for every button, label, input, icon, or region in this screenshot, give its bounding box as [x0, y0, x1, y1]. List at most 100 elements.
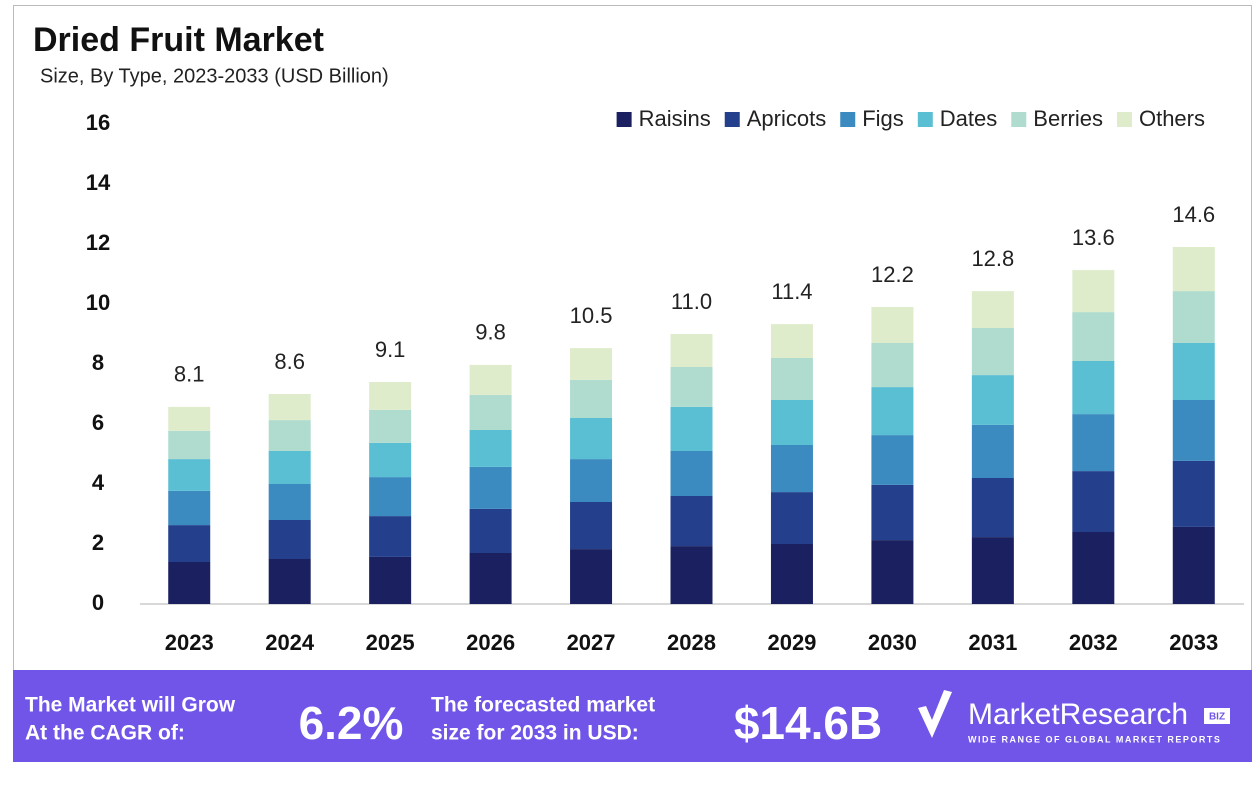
bar-segment [570, 459, 613, 502]
legend: Raisins Apricots Figs Dates Berries Others [616, 106, 1205, 131]
bar-segment [971, 424, 1014, 478]
bar-segment [770, 544, 813, 604]
legend-swatch [724, 112, 740, 127]
total-label: 12.8 [971, 246, 1014, 271]
bar-segment [670, 334, 713, 367]
total-label: 14.6 [1172, 202, 1215, 227]
bar-segment [268, 559, 311, 604]
bar-segment [369, 442, 412, 478]
brand: MarketResearch [968, 698, 1188, 731]
bar-segment [1072, 270, 1115, 313]
chart-subtitle: Size, By Type, 2023-2033 (USD Billion) [40, 65, 389, 87]
forecast-value: $14.6B [734, 697, 882, 749]
total-label: 9.1 [375, 337, 406, 362]
x-tick-label: 2025 [366, 630, 415, 655]
legend-swatch [840, 112, 856, 127]
bar-segment [268, 484, 311, 520]
bar-segment [469, 508, 512, 553]
bar-segment [1072, 532, 1115, 604]
legend-label: Raisins [639, 106, 711, 131]
legend-label: Others [1139, 106, 1205, 131]
x-tick-label: 2024 [265, 630, 315, 655]
bar-segment [770, 400, 813, 445]
bar-segment [971, 375, 1014, 425]
legend-label: Dates [940, 106, 997, 131]
bar-segment [168, 525, 211, 562]
bar-segment [268, 451, 311, 484]
cagr-value: 6.2% [299, 697, 404, 749]
bar-segment [168, 459, 211, 491]
y-tick-label: 2 [92, 530, 104, 555]
bar-segment [168, 562, 211, 604]
bar-segment [469, 430, 512, 467]
bar-segment [871, 435, 914, 485]
bar-segment [369, 556, 412, 604]
bar-segment [168, 430, 211, 460]
bar-segment [670, 406, 713, 451]
logo-icon [918, 690, 952, 738]
plot: 0 2 4 6 8 10 12 14 16 2023 8.1 2024 8.6 2025 9.1 2026 9.… [86, 110, 1218, 655]
bar-segment [1172, 400, 1215, 461]
bar-segment [1172, 460, 1215, 527]
banner [13, 670, 1252, 762]
bar-segment [268, 520, 311, 559]
brand-suffix: BIZ [1209, 712, 1225, 723]
bar-segment [871, 484, 914, 541]
legend-swatch [917, 112, 933, 127]
y-tick-label: 6 [92, 410, 104, 435]
brand-badge [1204, 708, 1230, 724]
bar-segment [469, 553, 512, 604]
chart-title: Dried Fruit Market [33, 21, 324, 59]
total-label: 11.0 [671, 289, 712, 314]
x-tick-label: 2028 [667, 630, 716, 655]
bar-segment [570, 348, 613, 380]
bar-segment [670, 546, 713, 604]
legend-swatch [1011, 112, 1027, 127]
bar-segment [1072, 361, 1115, 415]
bar-segment [1072, 471, 1115, 532]
cagr-text: The Market will Grow [25, 694, 236, 717]
bar-segment [670, 451, 713, 496]
bar-segment [1172, 291, 1215, 343]
bar-segment [570, 418, 613, 460]
y-tick-label: 10 [86, 290, 110, 315]
bar-segment [369, 382, 412, 410]
bar-segment [770, 358, 813, 400]
bar-segment [1172, 247, 1215, 292]
bar-segment [369, 516, 412, 557]
bar-segment [971, 537, 1014, 604]
legend-label: Apricots [747, 106, 826, 131]
y-tick-label: 0 [92, 590, 104, 615]
bar-segment [469, 364, 512, 395]
x-tick-label: 2026 [466, 630, 515, 655]
bar-segment [570, 502, 613, 550]
total-label: 11.4 [771, 279, 812, 304]
bar-segment [1072, 312, 1115, 361]
forecast-text: The forecasted market [431, 694, 655, 717]
tagline: WIDE RANGE OF GLOBAL MARKET REPORTS [968, 734, 1221, 744]
bar-segment [168, 490, 211, 526]
bar-segment [770, 324, 813, 358]
bar-segment [1072, 414, 1115, 472]
bar-segment [369, 477, 412, 517]
y-tick-label: 4 [92, 470, 105, 495]
bar-segment [570, 379, 613, 418]
x-tick-label: 2030 [868, 630, 917, 655]
x-tick-label: 2023 [165, 630, 214, 655]
legend-swatch [616, 112, 632, 127]
total-label: 9.8 [475, 320, 506, 345]
forecast-text: size for 2033 in USD: [431, 722, 639, 745]
total-label: 12.2 [871, 262, 914, 287]
bar-segment [971, 328, 1014, 376]
bar-segment [469, 394, 512, 430]
bar-segment [871, 343, 914, 388]
total-label: 8.6 [274, 349, 305, 374]
bar-segment [268, 420, 311, 451]
legend-label: Figs [862, 106, 904, 131]
bar-segment [770, 492, 813, 544]
bar-segment [570, 549, 613, 604]
bar-segment [871, 307, 914, 343]
x-tick-label: 2033 [1169, 630, 1218, 655]
bar-segment [971, 291, 1014, 328]
y-tick-label: 14 [86, 170, 111, 195]
